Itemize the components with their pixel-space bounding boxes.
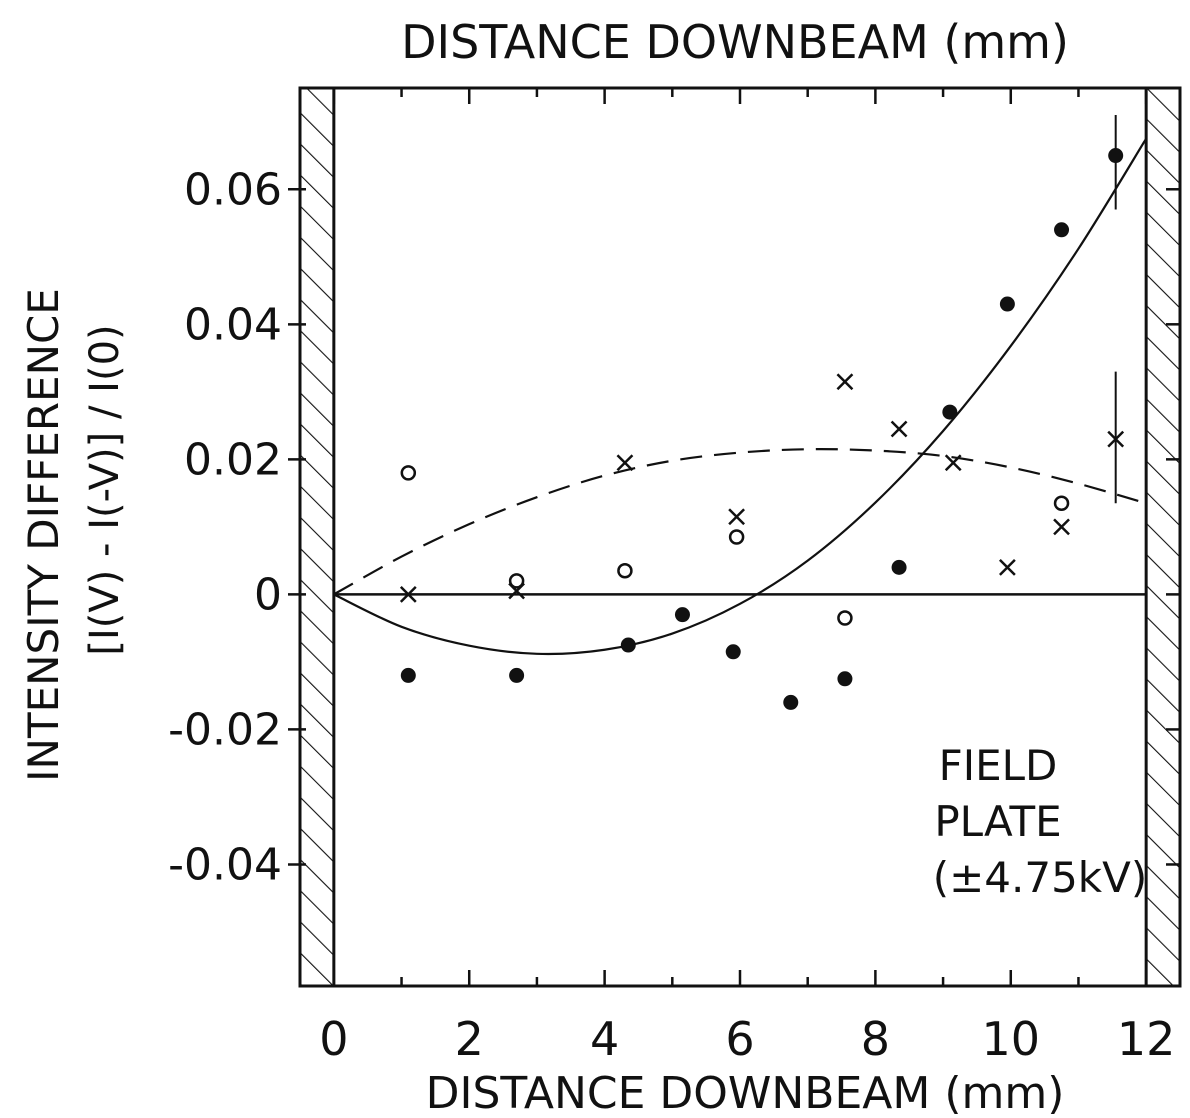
- y-tick-label: 0: [254, 569, 282, 620]
- open-circle-point: [728, 529, 745, 545]
- y-tick-label: 0.02: [184, 434, 282, 485]
- y-tick-label: -0.04: [168, 839, 282, 890]
- solid-curve: [333, 138, 1148, 656]
- x-tick-label: 10: [981, 1012, 1040, 1066]
- cross-point: [1107, 430, 1125, 448]
- open-circle-point: [837, 610, 853, 626]
- open-circle-point: [400, 465, 417, 481]
- annotation-line-2: PLATE: [934, 797, 1061, 846]
- filled-circle-point: [1054, 222, 1070, 238]
- open-circle-point: [1053, 495, 1070, 511]
- x-axis-label: DISTANCE DOWNBEAM (mm): [426, 1068, 1065, 1118]
- filled-circle-point: [783, 694, 799, 710]
- cross-point: [836, 373, 854, 391]
- y-tick-label: 0.04: [184, 299, 282, 350]
- filled-circle-point: [891, 559, 907, 575]
- dashed-curve: [333, 448, 1147, 596]
- filled-circle-point: [620, 637, 636, 653]
- cross-point: [616, 454, 634, 472]
- filled-circle-point: [942, 404, 958, 420]
- hatched-region: [300, 88, 334, 986]
- data-points: [399, 148, 1125, 710]
- filled-circle-point: [400, 667, 416, 683]
- x-tick-label: 2: [455, 1012, 484, 1066]
- open-circle-point: [508, 573, 525, 589]
- annotation-line-1: FIELD: [939, 741, 1058, 790]
- filled-circle-point: [1108, 148, 1124, 164]
- field-plate-annotation: FIELD PLATE (±4.75kV): [933, 741, 1148, 902]
- cross-point: [999, 558, 1016, 576]
- cross-point: [1053, 518, 1070, 536]
- x-tick-label: 8: [861, 1012, 890, 1066]
- y-axis-label-formula: [I(V) - I(-V)] / I(0): [82, 324, 128, 655]
- annotation-line-3: (±4.75kV): [933, 853, 1148, 902]
- y-tick-label: 0.06: [184, 164, 282, 215]
- filled-circle-point: [509, 667, 525, 683]
- cross-point: [728, 508, 745, 526]
- fit-curves: [333, 138, 1148, 656]
- y-axis-label: INTENSITY DIFFERENCE: [19, 288, 68, 782]
- cross-point: [508, 582, 525, 600]
- hatched-region: [1146, 88, 1180, 986]
- filled-circle-point: [837, 671, 853, 687]
- chart-title: DISTANCE DOWNBEAM (mm): [401, 15, 1069, 69]
- cross-point: [399, 586, 417, 603]
- filled-circle-point: [725, 644, 741, 660]
- filled-circle-point: [674, 607, 690, 623]
- y-tick-label: -0.02: [168, 704, 282, 755]
- hatched-regions: [300, 88, 1180, 986]
- open-circle-point: [617, 563, 633, 579]
- axis-ticks: 0 2 4 6 8 10 12 0.06 0.04 0.02 0 -0.02 -0.04: [168, 88, 1180, 1066]
- filled-circle-point: [999, 296, 1015, 312]
- x-tick-label: 12: [1117, 1012, 1176, 1066]
- x-tick-label: 4: [590, 1012, 619, 1066]
- cross-point: [890, 420, 908, 438]
- cross-point: [944, 454, 962, 472]
- x-tick-label: 6: [725, 1012, 754, 1066]
- x-tick-label: 0: [319, 1012, 348, 1066]
